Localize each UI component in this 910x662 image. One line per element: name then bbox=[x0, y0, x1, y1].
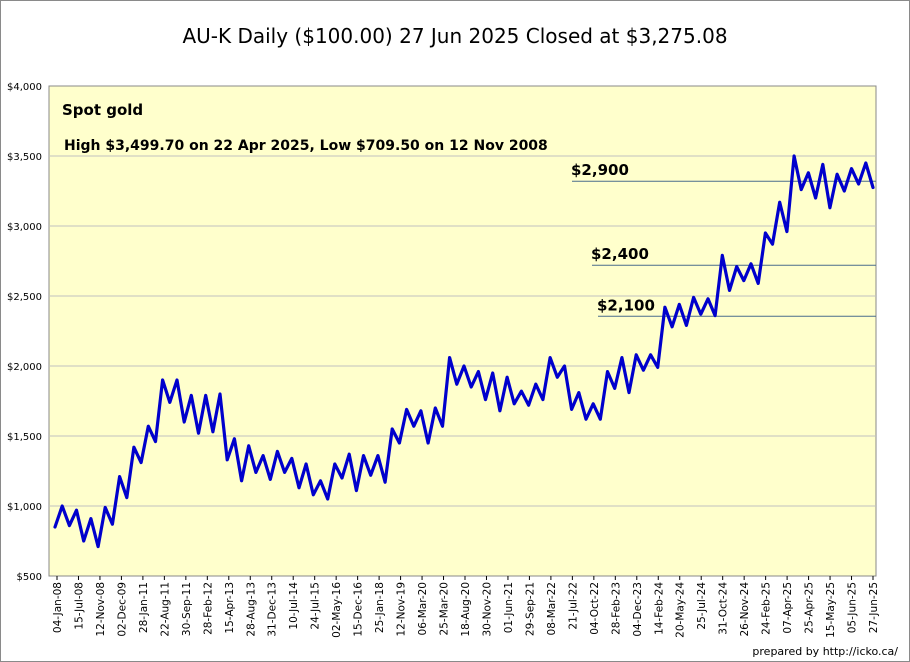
price-series bbox=[53, 154, 875, 549]
x-tick-label: 12-Nov-19 bbox=[396, 582, 408, 637]
chart-subtitle: Spot gold bbox=[62, 101, 143, 119]
reference-line-label: $2,900 bbox=[571, 161, 629, 179]
reference-lines: $2,900 $2,400 $2,100 bbox=[571, 161, 876, 317]
y-tick-label: $3,500 bbox=[7, 152, 42, 163]
x-tick-label: 05-Jun-25 bbox=[847, 582, 859, 633]
x-tick-label: 29-Sep-21 bbox=[524, 582, 536, 636]
y-tick-label: $4,000 bbox=[7, 82, 42, 93]
x-tick-label: 28-Feb-23 bbox=[610, 582, 622, 635]
reference-line-label: $2,400 bbox=[591, 245, 649, 263]
x-tick-label: 06-Mar-20 bbox=[417, 582, 429, 635]
plot-area bbox=[48, 85, 877, 577]
x-tick-label: 04-Jan-08 bbox=[52, 582, 64, 633]
x-tick-label: 02-May-16 bbox=[331, 582, 343, 638]
x-tick-label: 07-Apr-25 bbox=[782, 582, 794, 634]
x-tick-label: 08-Mar-22 bbox=[546, 582, 558, 635]
x-tick-label: 28-Aug-13 bbox=[245, 582, 257, 637]
x-tick-label: 31-Dec-13 bbox=[267, 582, 279, 637]
x-tick-label: 28-Feb-12 bbox=[202, 582, 214, 635]
x-tick-label: 30-Nov-20 bbox=[481, 582, 493, 637]
x-tick-label: 15-May-25 bbox=[825, 582, 837, 638]
y-tick-label: $2,000 bbox=[7, 362, 42, 373]
x-tick-label: 02-Dec-09 bbox=[116, 582, 128, 637]
x-tick-label: 15-Dec-16 bbox=[353, 582, 365, 637]
series-line bbox=[53, 154, 875, 549]
y-tick-label: $1,500 bbox=[7, 432, 42, 443]
x-tick-label: 25-Jan-18 bbox=[374, 582, 386, 633]
x-tick-label: 04-Dec-23 bbox=[632, 582, 644, 637]
x-axis: 04-Jan-08 15-Jul-08 12-Nov-08 02-Dec-09 28-J… bbox=[52, 576, 880, 638]
x-tick-label: 01-Jun-21 bbox=[503, 582, 515, 633]
x-tick-label: 26-Nov-24 bbox=[739, 582, 751, 637]
credit-text: prepared by http://icko.ca/ bbox=[752, 645, 898, 658]
x-tick-label: 25-Jul-24 bbox=[696, 582, 708, 630]
x-tick-label: 04-Oct-22 bbox=[589, 582, 601, 635]
x-tick-label: 14-Feb-24 bbox=[653, 582, 665, 635]
y-tick-label: $500 bbox=[17, 572, 42, 583]
x-tick-label: 18-Aug-20 bbox=[460, 582, 472, 637]
reference-line-label: $2,100 bbox=[597, 296, 655, 314]
x-tick-label: 31-Oct-24 bbox=[718, 582, 730, 635]
x-tick-label: 24-Feb-25 bbox=[761, 582, 773, 635]
x-tick-label: 27-Jun-25 bbox=[868, 582, 880, 633]
x-tick-label: 15-Jul-08 bbox=[73, 582, 85, 630]
x-tick-label: 20-May-24 bbox=[675, 582, 687, 638]
x-tick-label: 21-Jul-22 bbox=[567, 582, 579, 630]
x-tick-label: 15-Apr-13 bbox=[224, 582, 236, 634]
y-tick-label: $2,500 bbox=[7, 292, 42, 303]
y-tick-label: $3,000 bbox=[7, 222, 42, 233]
y-axis: $500 $1,000 $1,500 $2,000 $2,500 $3,000 $3,500… bbox=[7, 82, 42, 583]
x-tick-label: 22-Aug-11 bbox=[159, 582, 171, 637]
x-tick-label: 30-Sep-11 bbox=[181, 582, 193, 636]
x-tick-label: 12-Nov-08 bbox=[95, 582, 107, 637]
x-tick-label: 25-Apr-25 bbox=[804, 582, 816, 634]
x-tick-label: 24-Jul-15 bbox=[310, 582, 322, 630]
chart-title: AU-K Daily ($100.00) 27 Jun 2025 Closed … bbox=[182, 24, 728, 48]
x-tick-label: 25-Mar-20 bbox=[439, 582, 451, 635]
gridlines bbox=[49, 155, 876, 507]
high-low-annotation: High $3,499.70 on 22 Apr 2025, Low $709.… bbox=[64, 138, 548, 154]
y-tick-label: $1,000 bbox=[7, 502, 42, 513]
x-tick-label: 10-Jul-14 bbox=[288, 582, 300, 630]
x-tick-label: 28-Jan-11 bbox=[138, 582, 150, 633]
